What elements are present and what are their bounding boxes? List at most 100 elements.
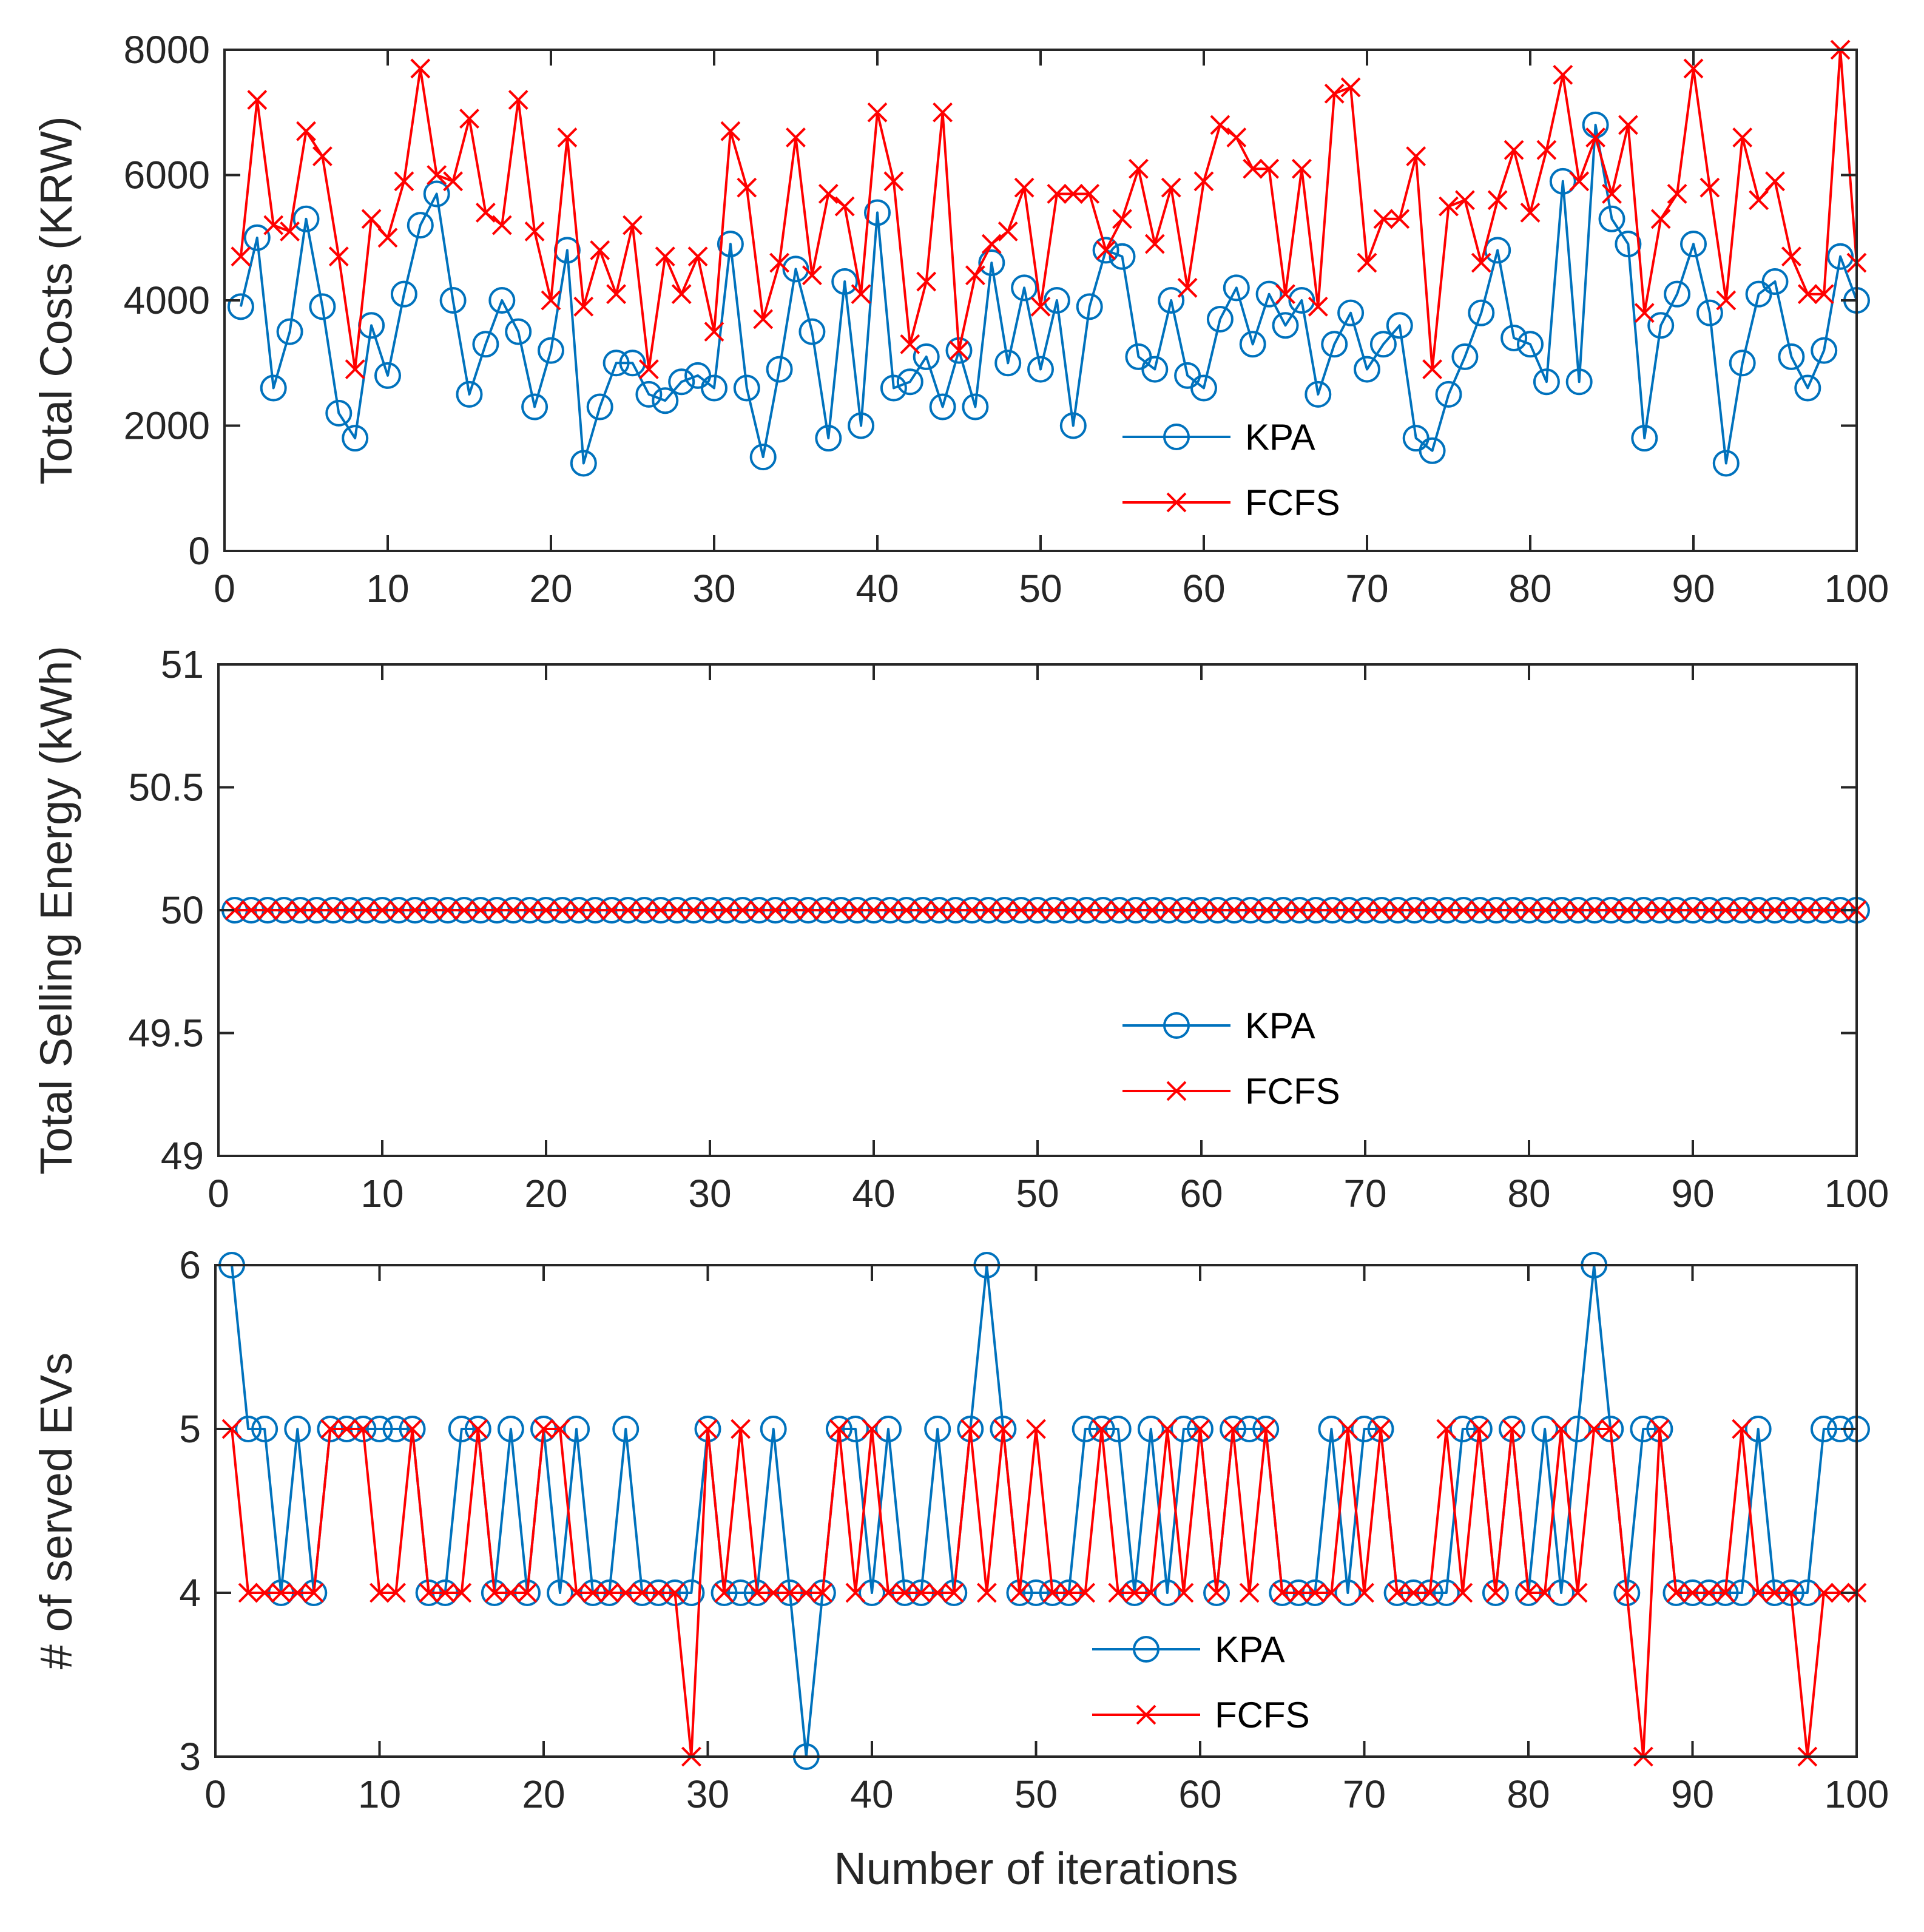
data-point-fcfs-57 [1141, 1582, 1161, 1603]
data-point-fcfs-69 [1338, 1419, 1358, 1439]
data-point-kpa-32 [727, 1579, 754, 1606]
data-point-fcfs-64 [1255, 1419, 1276, 1439]
data-point-kpa-15 [448, 1416, 475, 1442]
x-tick-label: 10 [360, 1172, 403, 1215]
data-point-fcfs-87 [1634, 303, 1655, 323]
data-point-fcfs-97 [1797, 900, 1818, 920]
data-point-fcfs-95 [1765, 171, 1785, 192]
data-point-fcfs-69 [1338, 900, 1359, 920]
data-point-kpa-4 [276, 318, 303, 345]
legend-marker-kpa [1163, 424, 1190, 450]
data-point-fcfs-71 [1371, 1419, 1391, 1439]
data-point-fcfs-83 [1568, 900, 1588, 920]
data-point-fcfs-70 [1354, 1582, 1374, 1603]
data-point-fcfs-56 [1128, 158, 1149, 179]
data-point-fcfs-98 [1814, 284, 1834, 305]
data-point-kpa-51 [1043, 287, 1070, 314]
data-point-kpa-39 [842, 1416, 869, 1442]
data-point-fcfs-55 [1109, 900, 1130, 920]
data-point-kpa-15 [456, 380, 483, 408]
data-point-fcfs-35 [780, 1582, 800, 1603]
data-point-fcfs-54 [1096, 240, 1116, 260]
data-point-fcfs-49 [1014, 177, 1035, 198]
data-point-fcfs-46 [965, 265, 985, 286]
data-point-kpa-72 [1386, 312, 1413, 339]
data-point-fcfs-79 [1502, 900, 1523, 920]
data-point-fcfs-7 [320, 1419, 340, 1439]
data-point-fcfs-9 [361, 209, 382, 229]
data-point-fcfs-15 [451, 1582, 472, 1603]
data-point-kpa-10 [366, 1416, 393, 1442]
data-point-fcfs-16 [475, 203, 496, 223]
data-point-kpa-89 [1664, 280, 1691, 308]
data-point-fcfs-91 [1699, 1582, 1719, 1603]
data-point-kpa-8 [342, 425, 369, 452]
data-point-fcfs-3 [263, 215, 284, 235]
data-point-fcfs-67 [1305, 1582, 1325, 1603]
x-tick-label: 90 [1671, 1772, 1714, 1816]
data-point-fcfs-10 [377, 228, 398, 248]
data-point-fcfs-79 [1504, 140, 1524, 160]
data-point-fcfs-39 [851, 284, 871, 305]
data-point-fcfs-75 [1436, 1419, 1457, 1439]
data-point-fcfs-73 [1404, 900, 1425, 920]
data-point-fcfs-36 [796, 1582, 817, 1603]
data-point-fcfs-44 [933, 102, 953, 123]
data-point-fcfs-83 [1567, 1582, 1588, 1603]
data-point-fcfs-44 [929, 900, 950, 920]
data-point-fcfs-5 [296, 121, 316, 141]
data-point-fcfs-58 [1161, 177, 1181, 198]
x-tick-label: 10 [358, 1772, 401, 1816]
data-point-fcfs-5 [290, 900, 311, 920]
data-point-kpa-67 [1305, 380, 1332, 408]
data-point-kpa-24 [603, 350, 630, 377]
data-point-kpa-34 [766, 356, 793, 383]
data-point-fcfs-53 [1079, 184, 1100, 204]
data-point-kpa-70 [1354, 356, 1380, 383]
data-point-kpa-80 [1517, 331, 1544, 358]
data-point-fcfs-37 [812, 1582, 833, 1603]
data-point-kpa-53 [1076, 293, 1103, 320]
data-point-fcfs-26 [634, 900, 655, 920]
legend-label-fcfs: FCFS [1245, 482, 1340, 523]
data-point-fcfs-75 [1439, 196, 1459, 217]
data-point-fcfs-60 [1191, 900, 1212, 920]
series-line-kpa [231, 1264, 1857, 1758]
legend-marker-fcfs [1166, 1081, 1187, 1101]
data-point-fcfs-58 [1158, 900, 1179, 920]
data-point-kpa-75 [1435, 380, 1462, 408]
data-point-fcfs-5 [287, 1582, 308, 1603]
data-point-fcfs-4 [274, 900, 294, 920]
data-point-fcfs-43 [911, 1582, 931, 1603]
data-point-kpa-36 [798, 318, 826, 345]
data-point-fcfs-52 [1063, 184, 1084, 204]
data-point-kpa-32 [733, 374, 760, 402]
data-point-kpa-50 [1027, 356, 1054, 383]
data-point-fcfs-57 [1144, 234, 1165, 254]
x-tick-label: 60 [1182, 567, 1225, 610]
data-point-fcfs-15 [459, 109, 479, 129]
data-point-fcfs-59 [1173, 1582, 1194, 1603]
data-point-fcfs-69 [1340, 77, 1361, 98]
data-point-fcfs-55 [1112, 209, 1132, 229]
legend-marker-kpa [1163, 1012, 1190, 1039]
data-point-fcfs-96 [1781, 246, 1801, 267]
data-point-kpa-97 [1794, 374, 1821, 402]
data-point-kpa-44 [924, 1416, 951, 1442]
data-point-kpa-1 [227, 293, 254, 320]
data-point-fcfs-89 [1666, 1582, 1686, 1603]
legend-marker-fcfs [1136, 1704, 1156, 1725]
legend-label-kpa: KPA [1215, 1629, 1285, 1670]
data-point-kpa-2 [243, 224, 271, 251]
data-point-fcfs-74 [1420, 1582, 1440, 1603]
data-point-fcfs-80 [1518, 1582, 1539, 1603]
data-point-kpa-40 [859, 1579, 885, 1606]
data-point-fcfs-72 [1389, 209, 1410, 229]
data-point-fcfs-46 [962, 900, 982, 920]
data-point-kpa-57 [1141, 356, 1169, 383]
data-point-kpa-81 [1531, 1416, 1559, 1442]
data-point-kpa-93 [1728, 1579, 1755, 1606]
data-point-fcfs-88 [1649, 1419, 1670, 1439]
data-point-fcfs-62 [1226, 127, 1247, 147]
legend-marker-kpa [1133, 1636, 1159, 1663]
